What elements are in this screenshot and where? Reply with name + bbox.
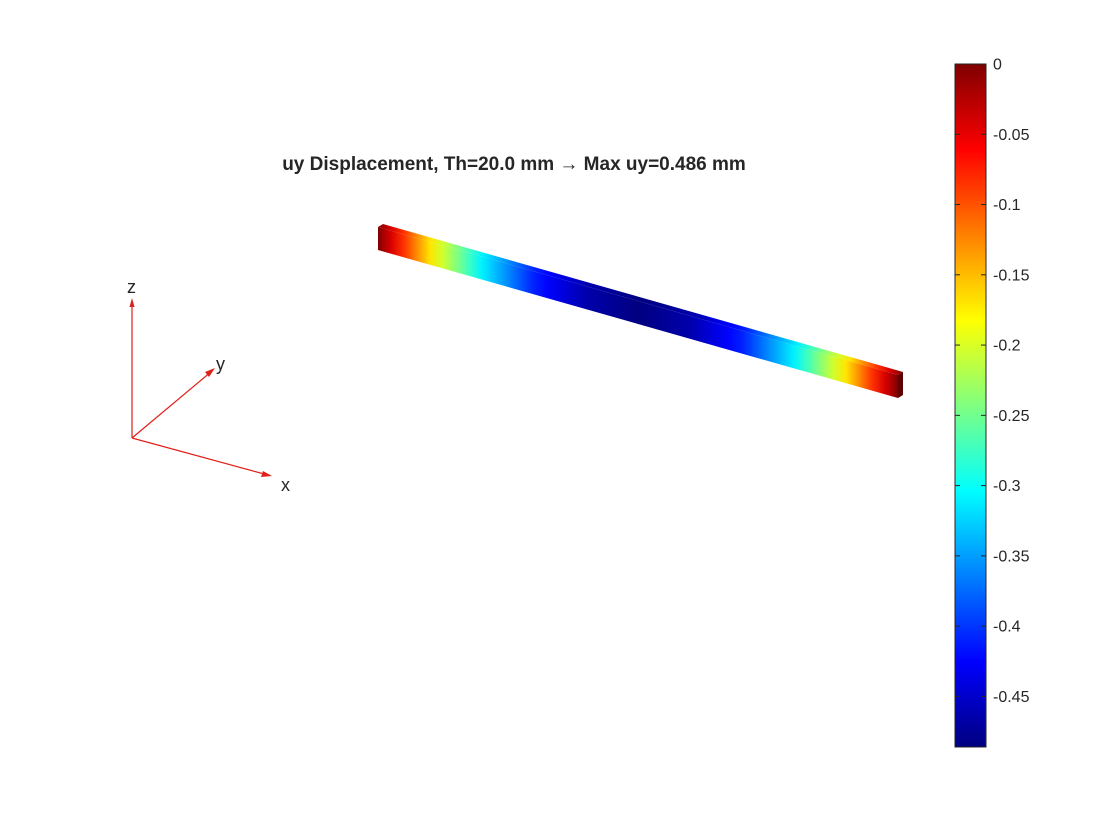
triad-z-arrowhead [129,298,135,307]
beam-front-face [378,227,898,398]
colorbar-tick-label: -0.45 [993,689,1030,706]
colorbar-tick-label: -0.2 [993,338,1021,355]
beam-end-face [898,372,903,398]
colorbar-tick-label: -0.3 [993,478,1021,495]
triad-y-label: y [216,354,225,374]
triad-y-arrowhead [205,368,215,377]
colorbar-strip [954,63,987,748]
triad-x-axis [131,437,269,476]
beam-top-face [378,224,903,375]
beam-surface [378,224,903,398]
colorbar: 0 -0.05 -0.1 -0.15 -0.2 -0.25 -0.3 -0.35 -0.4 -0.… [954,57,1030,748]
axes-triad: z y x [127,277,290,495]
colorbar-tick-label: 0 [993,57,1002,74]
colorbar-tick-label: -0.4 [993,619,1021,636]
triad-x-arrowhead [261,471,272,477]
colorbar-tick-label: -0.05 [993,127,1030,144]
plot-title: uy Displacement, Th=20.0 mm → Max uy=0.4… [282,154,746,175]
colorbar-tick-label: -0.35 [993,548,1030,565]
colorbar-ticks: 0 -0.05 -0.1 -0.15 -0.2 -0.25 -0.3 -0.35 -0.4 -0.… [955,57,1030,706]
triad-x-label: x [281,475,290,495]
triad-z-label: z [127,277,136,297]
colorbar-tick-label: -0.25 [993,408,1030,425]
colorbar-tick-label: -0.15 [993,267,1030,284]
triad-y-axis [131,370,213,439]
colorbar-tick-label: -0.1 [993,197,1021,214]
